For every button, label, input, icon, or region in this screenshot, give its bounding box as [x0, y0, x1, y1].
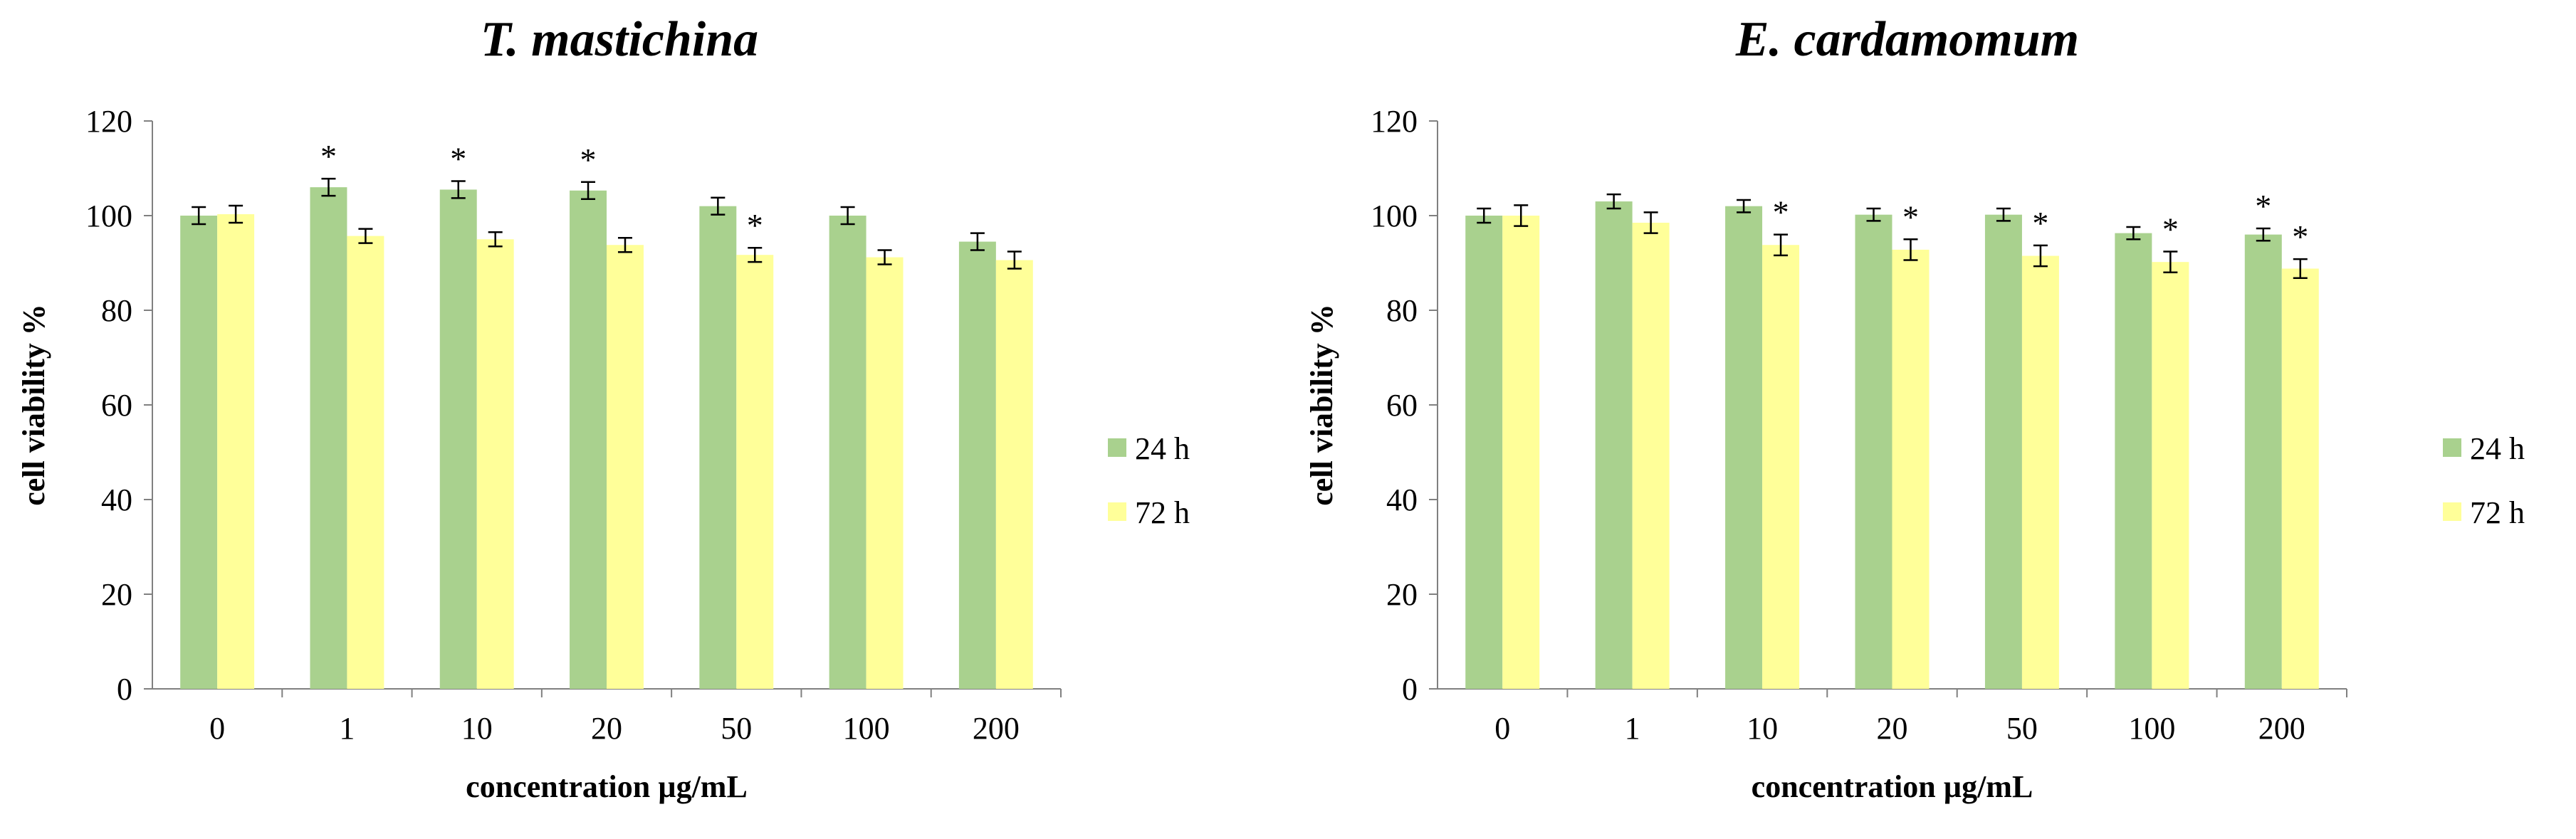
x-tick-label: 1 — [1625, 711, 1640, 746]
bar-72h-20 — [607, 245, 644, 690]
chart-title: E. cardamomum — [1735, 12, 2079, 67]
x-tick-label: 0 — [1494, 711, 1510, 746]
y-tick-label: 40 — [1386, 482, 1418, 517]
bar-24h-1 — [310, 187, 347, 690]
bar-72h-10 — [476, 239, 514, 689]
y-tick-label: 40 — [101, 482, 132, 517]
legend-swatch — [1108, 438, 1126, 457]
bar-24h-50 — [1984, 214, 2022, 689]
x-tick-label: 1 — [339, 711, 355, 746]
y-tick-label: 0 — [117, 672, 132, 707]
legend-label: 72 h — [2470, 495, 2525, 530]
x-axis-label: concentration µg/mL — [1752, 769, 2033, 804]
bar-72h-50 — [2021, 255, 2059, 689]
bar-72h-100 — [866, 257, 904, 689]
y-tick-label: 20 — [101, 577, 132, 612]
significance-marker: * — [1902, 199, 1919, 235]
significance-marker: * — [2032, 205, 2048, 241]
bar-72h-1 — [1632, 222, 1670, 690]
bar-24h-200 — [958, 241, 996, 689]
chart-panel-t-mastichina: T. mastichina 0 20 40 60 80 100 120 cell viabili… — [16, 12, 1190, 804]
bar-24h-20 — [1855, 214, 1892, 689]
bar-72h-0 — [217, 214, 255, 689]
chart-title: T. mastichina — [481, 12, 758, 67]
y-axis-label: cell viability % — [16, 304, 51, 506]
significance-marker: * — [2162, 211, 2179, 248]
y-tick-label: 20 — [1386, 577, 1418, 612]
legend-swatch — [2443, 438, 2461, 457]
x-axis-label: concentration µg/mL — [466, 769, 748, 804]
y-tick-label: 120 — [85, 104, 132, 139]
y-tick-label: 0 — [1402, 672, 1418, 707]
legend-label: 24 h — [2470, 431, 2525, 466]
x-tick-label: 200 — [2258, 711, 2305, 746]
bar-24h-10 — [1725, 206, 1763, 689]
bar-24h-10 — [439, 189, 477, 689]
significance-marker: * — [1773, 194, 1789, 231]
x-tick-label: 200 — [973, 711, 1020, 746]
y-tick-label: 60 — [1386, 388, 1418, 423]
significance-marker: * — [320, 138, 337, 174]
y-axis-label: cell viability % — [1304, 304, 1339, 506]
bar-72h-200 — [2281, 268, 2319, 690]
significance-marker: * — [2292, 218, 2308, 255]
legend-swatch — [1108, 502, 1126, 521]
bar-72h-20 — [1892, 249, 1930, 689]
x-tick-label: 20 — [591, 711, 622, 746]
x-tick-label: 10 — [461, 711, 493, 746]
bar-72h-1 — [347, 236, 384, 690]
y-tick-label: 100 — [1371, 199, 1418, 233]
bar-72h-200 — [995, 260, 1033, 689]
y-tick-label: 60 — [101, 388, 132, 423]
bar-24h-0 — [180, 216, 218, 689]
x-tick-label: 100 — [843, 711, 890, 746]
legend-label: 24 h — [1135, 431, 1190, 466]
significance-marker: * — [580, 142, 597, 178]
bar-72h-10 — [1762, 245, 1800, 690]
legend-swatch — [2443, 502, 2461, 521]
bar-72h-100 — [2152, 262, 2189, 689]
bar-72h-0 — [1502, 216, 1540, 689]
x-tick-label: 50 — [2006, 711, 2038, 746]
x-tick-label: 10 — [1747, 711, 1778, 746]
y-tick-label: 80 — [101, 293, 132, 328]
x-tick-label: 100 — [2128, 711, 2175, 746]
bar-24h-100 — [2115, 233, 2152, 690]
bar-24h-200 — [2244, 234, 2282, 690]
x-tick-label: 0 — [209, 711, 225, 746]
significance-marker: * — [2255, 188, 2271, 224]
x-tick-label: 50 — [721, 711, 752, 746]
bar-24h-100 — [829, 216, 866, 689]
chart-panel-e-cardamomum: E. cardamomum 0 20 40 60 80 100 120 cell viabili… — [1288, 0, 2576, 839]
y-tick-label: 80 — [1386, 293, 1418, 328]
bar-24h-1 — [1595, 201, 1633, 689]
legend-label: 72 h — [1135, 495, 1190, 530]
y-tick-label: 100 — [85, 199, 132, 233]
bar-72h-50 — [736, 255, 774, 689]
bar-24h-0 — [1465, 216, 1503, 689]
bar-24h-20 — [570, 190, 607, 689]
y-tick-label: 120 — [1371, 104, 1418, 139]
bar-24h-50 — [699, 206, 737, 689]
significance-marker: * — [450, 140, 466, 176]
significance-marker: * — [747, 207, 763, 243]
x-tick-label: 20 — [1877, 711, 1908, 746]
